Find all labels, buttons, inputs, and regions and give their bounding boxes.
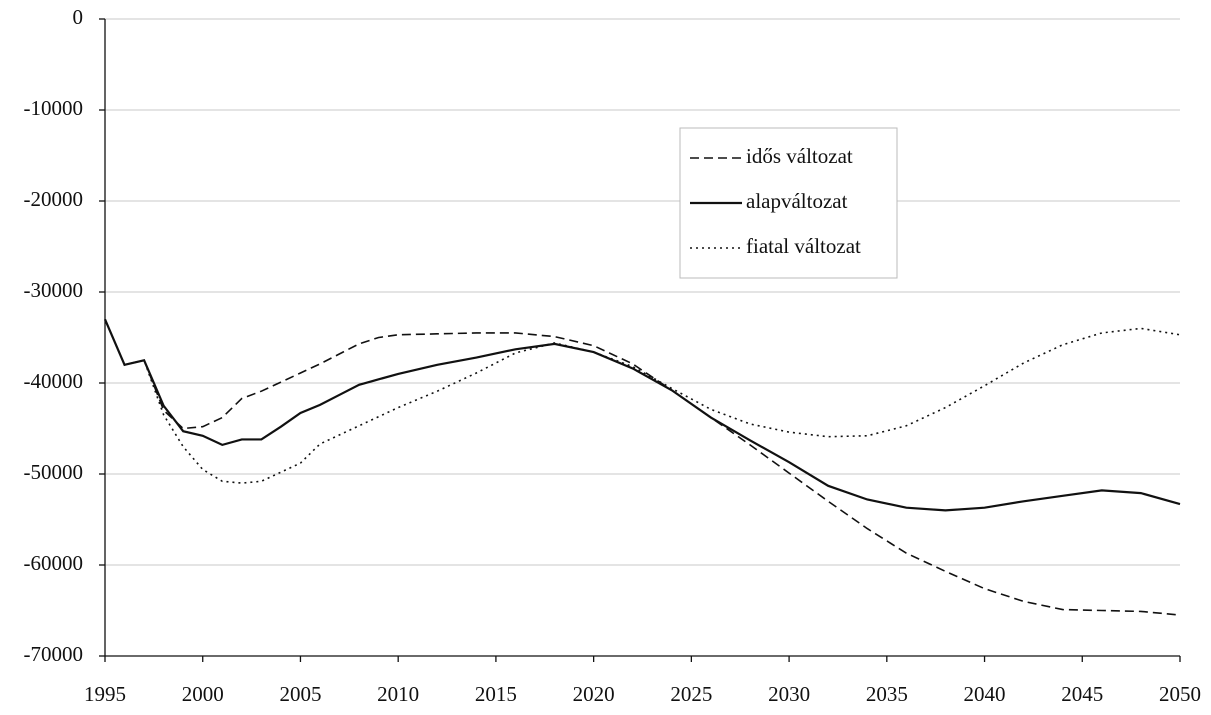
y-tick-label: -30000	[24, 278, 84, 302]
y-tick-label: 0	[73, 5, 84, 29]
legend-label: fiatal változat	[746, 234, 861, 258]
y-tick-label: -50000	[24, 460, 84, 484]
y-tick-label: -20000	[24, 187, 84, 211]
line-series	[104, 318, 1181, 616]
y-tick-label: -10000	[24, 96, 84, 120]
x-tick-label: 2020	[573, 682, 615, 706]
legend-label: idős változat	[746, 144, 853, 168]
x-tick-label: 1995	[84, 682, 126, 706]
x-tick-label: 2035	[866, 682, 908, 706]
x-tick-label: 2045	[1061, 682, 1103, 706]
y-tick-label: -70000	[24, 642, 84, 666]
x-tick-label: 2025	[670, 682, 712, 706]
x-tick-label: 2005	[279, 682, 321, 706]
x-tick-label: 2000	[182, 682, 224, 706]
x-tick-label: 2010	[377, 682, 419, 706]
x-tick-label: 2030	[768, 682, 810, 706]
y-tick-label: -40000	[24, 369, 84, 393]
line-series	[103, 318, 1181, 512]
y-tick-label: -60000	[24, 551, 84, 575]
x-tick-label: 2050	[1159, 682, 1201, 706]
line-series	[104, 318, 1181, 484]
x-tick-label: 2040	[964, 682, 1006, 706]
legend-label: alapváltozat	[746, 189, 848, 213]
x-tick-label: 2015	[475, 682, 517, 706]
